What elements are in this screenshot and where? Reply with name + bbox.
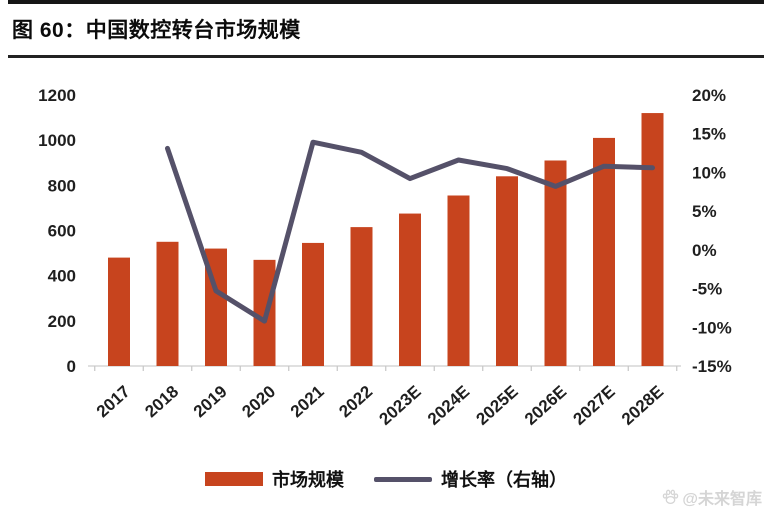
x-axis-tick-label: 2024E bbox=[424, 382, 473, 429]
y-axis-left-tick-label: 0 bbox=[67, 357, 76, 376]
bar-swatch bbox=[205, 472, 263, 486]
legend-label-market-size: 市场规模 bbox=[272, 470, 344, 490]
x-axis-tick-label: 2021 bbox=[287, 382, 328, 421]
y-axis-left-tick-label: 1200 bbox=[38, 86, 76, 105]
y-axis-right-tick-label: 20% bbox=[692, 86, 726, 105]
y-axis-right-tick-label: 15% bbox=[692, 125, 726, 144]
title-divider bbox=[8, 55, 764, 58]
x-axis-tick-label: 2019 bbox=[190, 382, 231, 421]
legend-item-growth-rate: 增长率（右轴） bbox=[374, 466, 567, 492]
x-axis-tick-label: 2026E bbox=[521, 382, 570, 429]
y-axis-left-tick-label: 200 bbox=[48, 312, 76, 331]
y-axis-left-tick-label: 400 bbox=[48, 267, 76, 286]
y-axis-right-tick-label: -15% bbox=[692, 357, 732, 376]
y-axis-right-tick-label: 5% bbox=[692, 202, 717, 221]
x-axis-tick-label: 2018 bbox=[141, 382, 182, 421]
figure-title: 图 60：中国数控转台市场规模 bbox=[12, 19, 301, 42]
bar-2028E bbox=[641, 113, 664, 366]
bar-2017 bbox=[108, 257, 130, 366]
bar-2018 bbox=[156, 241, 179, 366]
line-swatch bbox=[374, 476, 432, 482]
y-axis-left-tick-label: 800 bbox=[48, 176, 76, 195]
bar-2024E bbox=[447, 195, 470, 366]
paw-icon bbox=[663, 489, 679, 504]
bar-2022 bbox=[350, 227, 373, 366]
bar-2027E bbox=[593, 137, 615, 366]
x-axis-tick-label: 2023E bbox=[375, 382, 424, 429]
x-axis-tick-label: 2025E bbox=[472, 382, 521, 429]
y-axis-left-tick-label: 600 bbox=[48, 222, 76, 241]
legend-item-market-size: 市场规模 bbox=[205, 466, 344, 492]
x-axis-tick-label: 2017 bbox=[93, 382, 134, 421]
x-axis-tick-label: 2020 bbox=[238, 382, 279, 421]
y-axis-right-tick-label: -10% bbox=[692, 318, 732, 337]
y-axis-right-tick-label: 10% bbox=[692, 163, 726, 182]
watermark: @未来智库 bbox=[662, 485, 762, 509]
watermark-text: @未来智库 bbox=[682, 491, 762, 508]
bar-2025E bbox=[496, 176, 518, 366]
chart-canvas: 0 200 400 600 800 1000 1200 -15% -10% -5% 0% 5% 10% 1… bbox=[38, 86, 732, 429]
chart-legend: 市场规模 增长率（右轴） bbox=[0, 466, 772, 492]
legend-label-growth-rate: 增长率（右轴） bbox=[441, 470, 567, 490]
x-axis-tick-label: 2027E bbox=[569, 382, 618, 429]
top-divider bbox=[8, 0, 764, 4]
bar-2021 bbox=[302, 242, 324, 366]
growth-rate-line bbox=[165, 139, 655, 324]
y-axis-right-tick-label: -5% bbox=[692, 280, 722, 299]
bar-2026E bbox=[544, 160, 567, 366]
x-axis-tick-label: 2022 bbox=[335, 382, 376, 421]
y-axis-right-tick-label: 0% bbox=[692, 241, 717, 260]
x-axis-tick-label: 2028E bbox=[618, 382, 667, 429]
y-axis-left-tick-label: 1000 bbox=[38, 131, 76, 150]
bar-2023E bbox=[399, 213, 421, 366]
